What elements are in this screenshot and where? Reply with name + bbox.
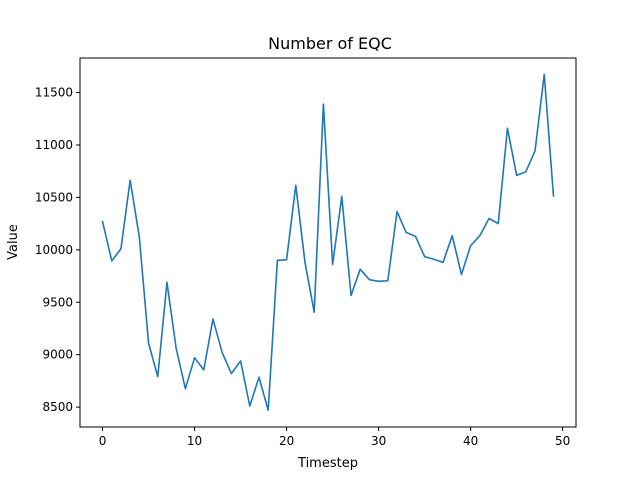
chart-title: Number of EQC <box>268 34 392 53</box>
y-tick-label: 11000 <box>35 138 73 152</box>
x-tick-label: 10 <box>187 434 202 448</box>
y-tick-label: 8500 <box>42 400 73 414</box>
series-line-0 <box>101 73 555 412</box>
plot-area <box>101 73 555 412</box>
x-tick-label: 30 <box>371 434 386 448</box>
x-axis-label: Timestep <box>297 456 358 471</box>
x-tick-label: 0 <box>99 434 107 448</box>
y-tick-label: 9000 <box>42 348 73 362</box>
x-tick-label: 40 <box>463 434 478 448</box>
x-tick-label: 50 <box>555 434 570 448</box>
y-tick-label: 11500 <box>35 86 73 100</box>
x-tick-label: 20 <box>279 434 294 448</box>
y-axis-label: Value <box>6 224 21 260</box>
y-tick-label: 9500 <box>42 295 73 309</box>
y-tick-label: 10500 <box>35 190 73 204</box>
plot-frame <box>79 57 577 428</box>
y-tick-label: 10000 <box>35 243 73 257</box>
